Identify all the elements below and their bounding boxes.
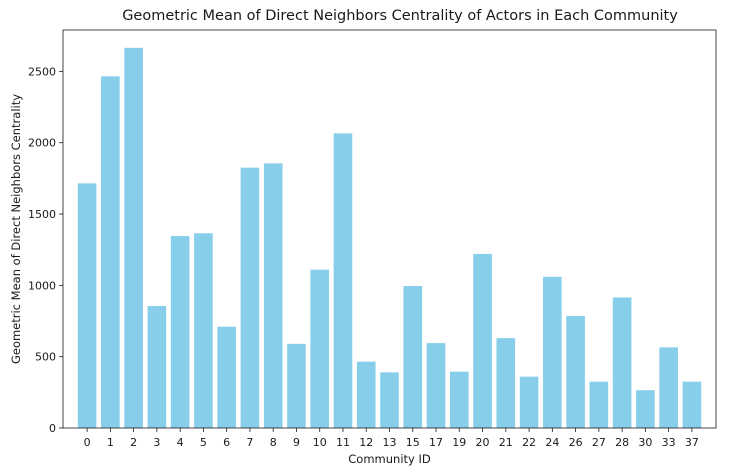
bar-community-19 — [449, 371, 469, 428]
x-tick-label: 17 — [429, 436, 443, 449]
x-tick-label: 2 — [130, 436, 137, 449]
bars-group — [77, 47, 702, 429]
x-tick-label: 0 — [84, 436, 91, 449]
x-tick-label: 27 — [592, 436, 606, 449]
x-tick-label: 11 — [336, 436, 350, 449]
bar-community-33 — [659, 347, 678, 428]
bar-community-17 — [426, 343, 446, 428]
x-axis-ticks: 0 1 2 3 4 5 6 7 8 9 10 11 12 13 15 17 19 20 21 22 24 26 27 28 30… — [84, 428, 699, 449]
bar-community-27 — [589, 381, 609, 428]
x-tick-label: 3 — [153, 436, 160, 449]
bar-community-0 — [77, 183, 97, 428]
x-tick-label: 24 — [545, 436, 559, 449]
bar-community-15 — [403, 286, 423, 428]
x-tick-label: 33 — [662, 436, 676, 449]
bar-community-12 — [356, 361, 376, 428]
x-axis-label: Community ID — [348, 452, 431, 466]
plot-frame — [62, 29, 717, 429]
bar-community-4 — [170, 236, 190, 428]
x-tick-label: 20 — [476, 436, 490, 449]
x-tick-label: 26 — [569, 436, 583, 449]
bar-community-11 — [333, 133, 353, 429]
x-tick-label: 37 — [685, 436, 699, 449]
bar-community-8 — [263, 163, 283, 428]
bar-community-3 — [147, 306, 167, 428]
y-tick-label: 500 — [35, 351, 56, 364]
bar-community-7 — [240, 167, 260, 428]
y-tick-label: 1500 — [28, 208, 56, 221]
y-tick-label: 0 — [49, 422, 56, 435]
bar-community-22 — [519, 376, 539, 428]
x-tick-label: 1 — [107, 436, 114, 449]
bar-community-28 — [612, 297, 632, 428]
x-tick-label: 7 — [246, 436, 253, 449]
bar-community-5 — [194, 233, 213, 428]
bar-community-6 — [217, 326, 236, 428]
bar-community-10 — [310, 269, 330, 428]
x-tick-label: 15 — [406, 436, 420, 449]
y-tick-label: 1000 — [28, 279, 56, 292]
bar-community-9 — [287, 343, 306, 428]
bar-community-24 — [543, 276, 562, 428]
y-axis-label: Geometric Mean of Direct Neighbors Centr… — [9, 94, 23, 364]
bar-community-30 — [636, 390, 655, 428]
bar-community-2 — [124, 47, 143, 428]
bar-community-21 — [496, 338, 516, 428]
x-tick-label: 30 — [638, 436, 652, 449]
x-tick-label: 22 — [522, 436, 536, 449]
bar-community-1 — [101, 76, 120, 429]
x-tick-label: 19 — [452, 436, 466, 449]
x-tick-label: 12 — [359, 436, 373, 449]
bar-community-20 — [473, 253, 492, 428]
x-tick-label: 21 — [499, 436, 513, 449]
y-axis-ticks: 0 500 1000 1500 2000 2500 — [28, 65, 63, 435]
x-tick-label: 13 — [383, 436, 397, 449]
x-tick-label: 6 — [223, 436, 230, 449]
bar-community-26 — [566, 316, 585, 428]
x-tick-label: 5 — [200, 436, 207, 449]
y-tick-label: 2000 — [28, 137, 56, 150]
bar-community-37 — [682, 381, 702, 428]
x-tick-label: 8 — [270, 436, 277, 449]
y-tick-label: 2500 — [28, 65, 56, 78]
bar-community-13 — [380, 372, 399, 428]
x-tick-label: 10 — [313, 436, 327, 449]
x-tick-label: 9 — [293, 436, 300, 449]
x-tick-label: 28 — [615, 436, 629, 449]
x-tick-label: 4 — [177, 436, 184, 449]
chart-title: Geometric Mean of Direct Neighbors Centr… — [122, 8, 678, 24]
